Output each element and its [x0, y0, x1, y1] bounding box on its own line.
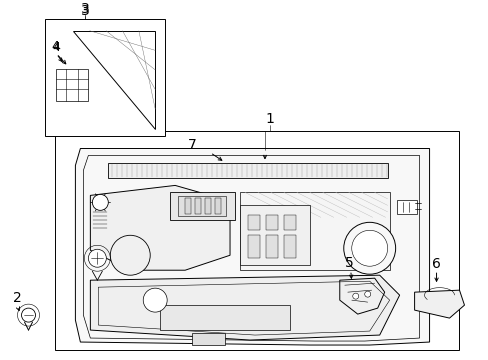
Text: 1: 1 — [265, 112, 274, 126]
Circle shape — [21, 308, 36, 322]
Bar — [215, 198, 221, 214]
Bar — [108, 163, 387, 179]
Circle shape — [343, 222, 395, 274]
Polygon shape — [73, 31, 155, 129]
Polygon shape — [90, 275, 399, 340]
Bar — [195, 198, 201, 214]
Bar — [204, 198, 211, 214]
Bar — [55, 131, 459, 350]
Circle shape — [351, 230, 387, 266]
Circle shape — [92, 194, 108, 210]
Text: 7: 7 — [187, 138, 196, 152]
Bar — [56, 69, 88, 100]
Bar — [178, 197, 225, 216]
Bar — [185, 198, 191, 214]
Text: 3: 3 — [81, 2, 90, 16]
Bar — [284, 235, 295, 258]
Circle shape — [364, 291, 370, 297]
Text: 4: 4 — [51, 40, 59, 53]
Bar — [45, 19, 165, 135]
Text: 5: 5 — [345, 256, 353, 270]
Bar — [265, 215, 277, 230]
Bar — [192, 333, 224, 345]
Polygon shape — [414, 290, 464, 318]
Circle shape — [143, 288, 167, 312]
Bar — [284, 215, 295, 230]
Bar — [265, 235, 277, 258]
Polygon shape — [339, 278, 384, 314]
Text: 4: 4 — [52, 41, 60, 54]
Bar — [247, 235, 260, 258]
Bar — [240, 205, 309, 265]
Polygon shape — [90, 185, 229, 270]
Bar — [160, 305, 289, 330]
Text: 2: 2 — [13, 291, 22, 305]
Circle shape — [352, 293, 358, 299]
Circle shape — [88, 249, 106, 267]
Polygon shape — [75, 148, 428, 345]
Text: 3: 3 — [81, 4, 90, 18]
Bar — [247, 215, 260, 230]
Bar — [170, 192, 235, 220]
Text: 6: 6 — [431, 257, 440, 271]
Circle shape — [110, 235, 150, 275]
Polygon shape — [240, 192, 389, 270]
Bar — [396, 201, 416, 214]
